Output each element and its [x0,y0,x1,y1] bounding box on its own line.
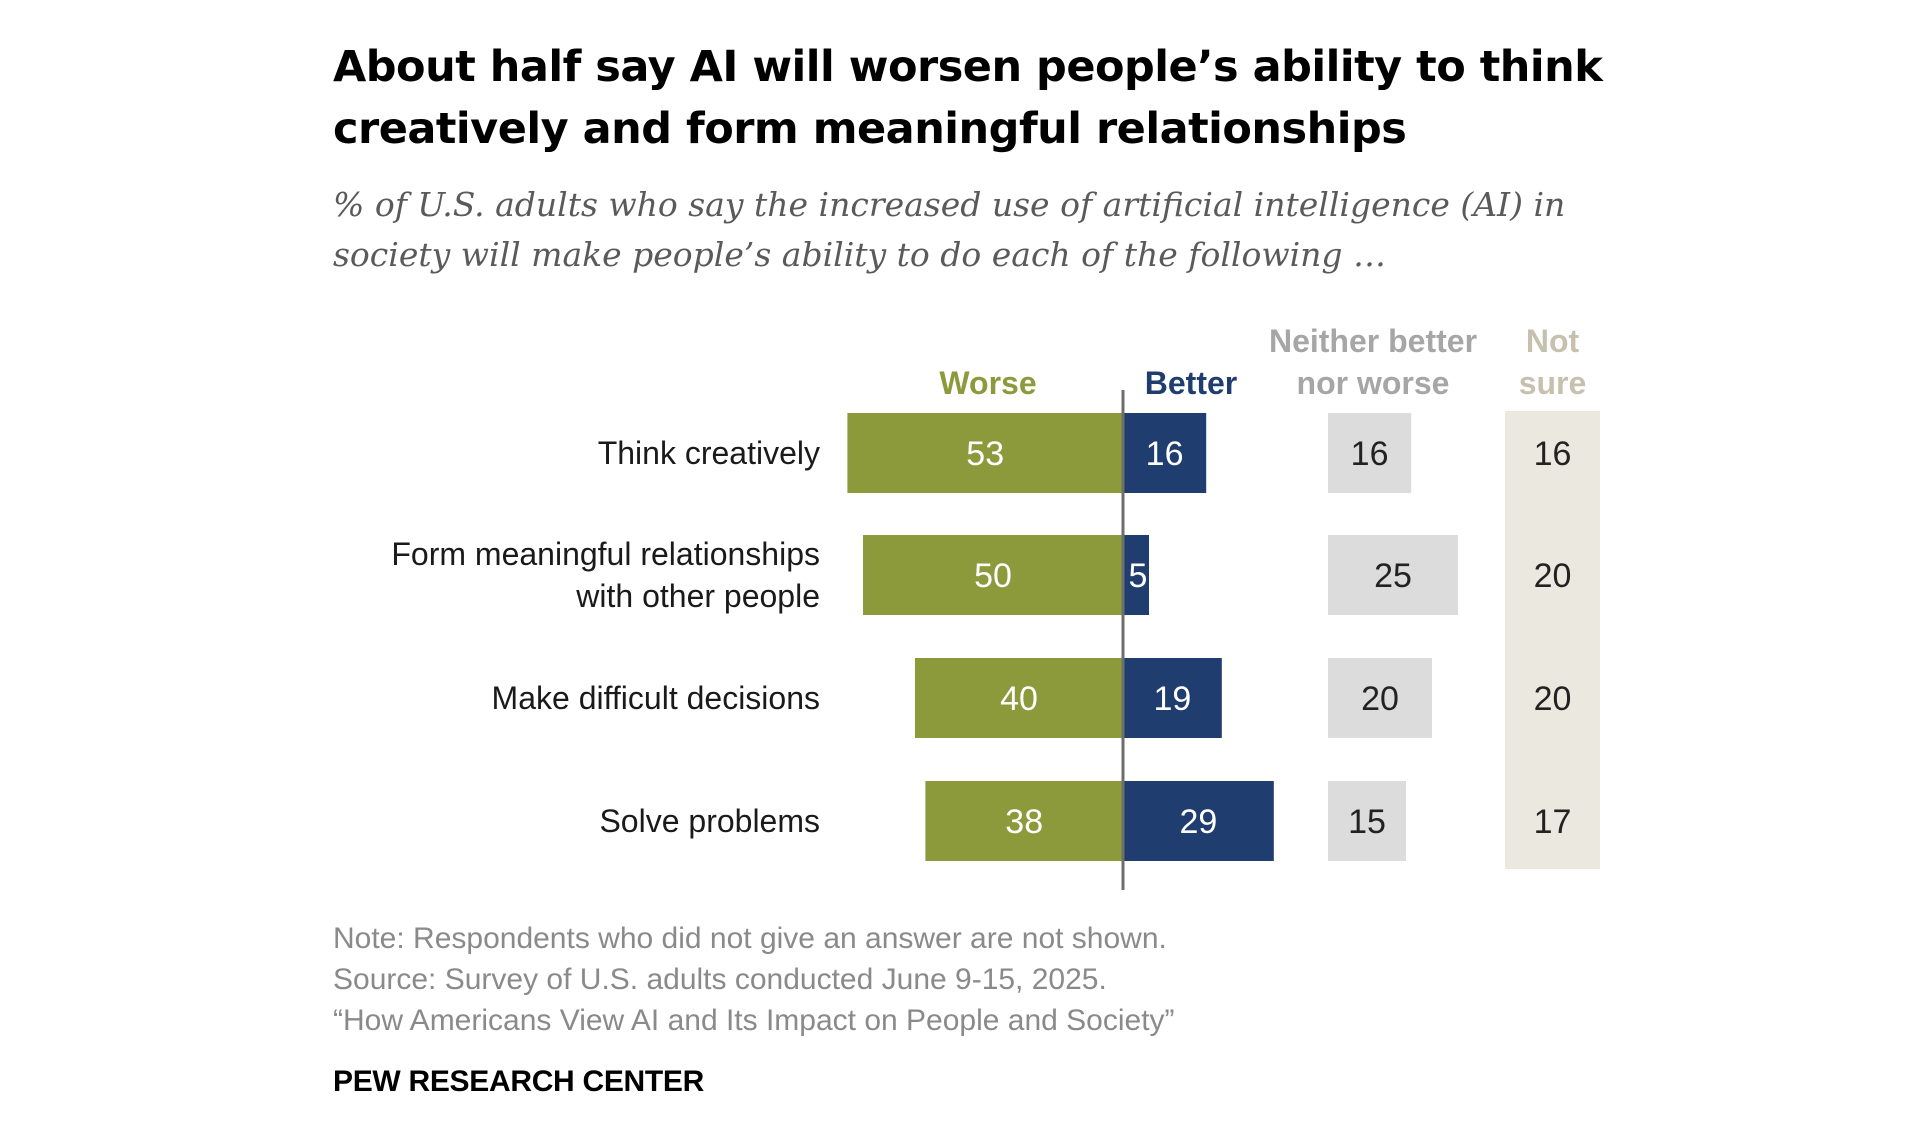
not-sure-column-background [1505,411,1600,869]
note-text: Note: Respondents who did not give an an… [333,922,1167,955]
bar-worse-solve-problems [925,781,1123,861]
chart-subtitle-line-1: % of U.S. adults who say the increased u… [333,185,1566,224]
category-label-form-meaningful-relationships-with-other-people-line-2: with other people [575,578,820,614]
bar-worse-think-creatively [847,413,1123,493]
value-better-form-meaningful-relationships-with-other-people: 5 [1129,557,1148,595]
legend-worse-line-1: Worse [939,365,1036,401]
bar-neither-think-creatively [1328,413,1412,493]
value-worse-make-difficult-decisions: 40 [1000,680,1038,718]
value-worse-solve-problems: 38 [1005,803,1043,841]
bar-worse-make-difficult-decisions [915,658,1123,738]
value-worse-form-meaningful-relationships-with-other-people: 50 [974,557,1012,595]
bar-better-make-difficult-decisions [1123,658,1222,738]
source-text: Source: Survey of U.S. adults conducted … [333,963,1107,996]
legend-neither-line-1: Neither better [1269,323,1477,359]
value-not-sure-form-meaningful-relationships-with-other-people: 20 [1534,557,1572,595]
category-label-form-meaningful-relationships-with-other-people-line-1: Form meaningful relationships [391,536,820,572]
pew-research-center-logo: PEW RESEARCH CENTER [333,1065,704,1098]
bar-neither-form-meaningful-relationships-with-other-people [1328,535,1458,615]
value-not-sure-make-difficult-decisions: 20 [1534,680,1572,718]
category-label-solve-problems: Solve problems [599,803,820,839]
bar-worse-form-meaningful-relationships-with-other-people [863,535,1123,615]
chart-title-line-1: About half say AI will worsen people’s a… [333,42,1603,92]
category-label-think-creatively: Think creatively [598,435,820,471]
bar-better-form-meaningful-relationships-with-other-people [1123,535,1149,615]
value-not-sure-think-creatively: 16 [1534,435,1572,473]
legend-better-line-1: Better [1145,365,1237,401]
category-label-make-difficult-decisions: Make difficult decisions [492,680,820,716]
chart-subtitle-line-2: society will make people’s ability to do… [333,235,1387,274]
value-better-think-creatively: 16 [1146,435,1184,473]
legend-not-sure-line-1: Not [1526,323,1580,359]
value-worse-think-creatively: 53 [966,435,1004,473]
bar-better-think-creatively [1123,413,1207,493]
value-better-solve-problems: 29 [1179,803,1217,841]
report-title: “How Americans View AI and Its Impact on… [333,1004,1175,1037]
legend-neither-line-2: nor worse [1297,365,1450,401]
value-neither-think-creatively: 16 [1351,435,1389,473]
chart-title: About half say AI will worsen people’s a… [333,36,1633,160]
bar-neither-solve-problems [1328,781,1406,861]
chart-subtitle: % of U.S. adults who say the increased u… [333,180,1633,280]
bar-neither-make-difficult-decisions [1328,658,1432,738]
chart-title-line-2: creatively and form meaningful relations… [333,104,1407,154]
chart-notes: Note: Respondents who did not give an an… [333,918,1533,1041]
value-better-make-difficult-decisions: 19 [1153,680,1191,718]
legend-not-sure-line-2: sure [1519,365,1587,401]
value-neither-solve-problems: 15 [1348,803,1386,841]
value-not-sure-solve-problems: 17 [1534,803,1572,841]
bar-better-solve-problems [1123,781,1274,861]
value-neither-make-difficult-decisions: 20 [1361,680,1399,718]
value-neither-form-meaningful-relationships-with-other-people: 25 [1374,557,1412,595]
